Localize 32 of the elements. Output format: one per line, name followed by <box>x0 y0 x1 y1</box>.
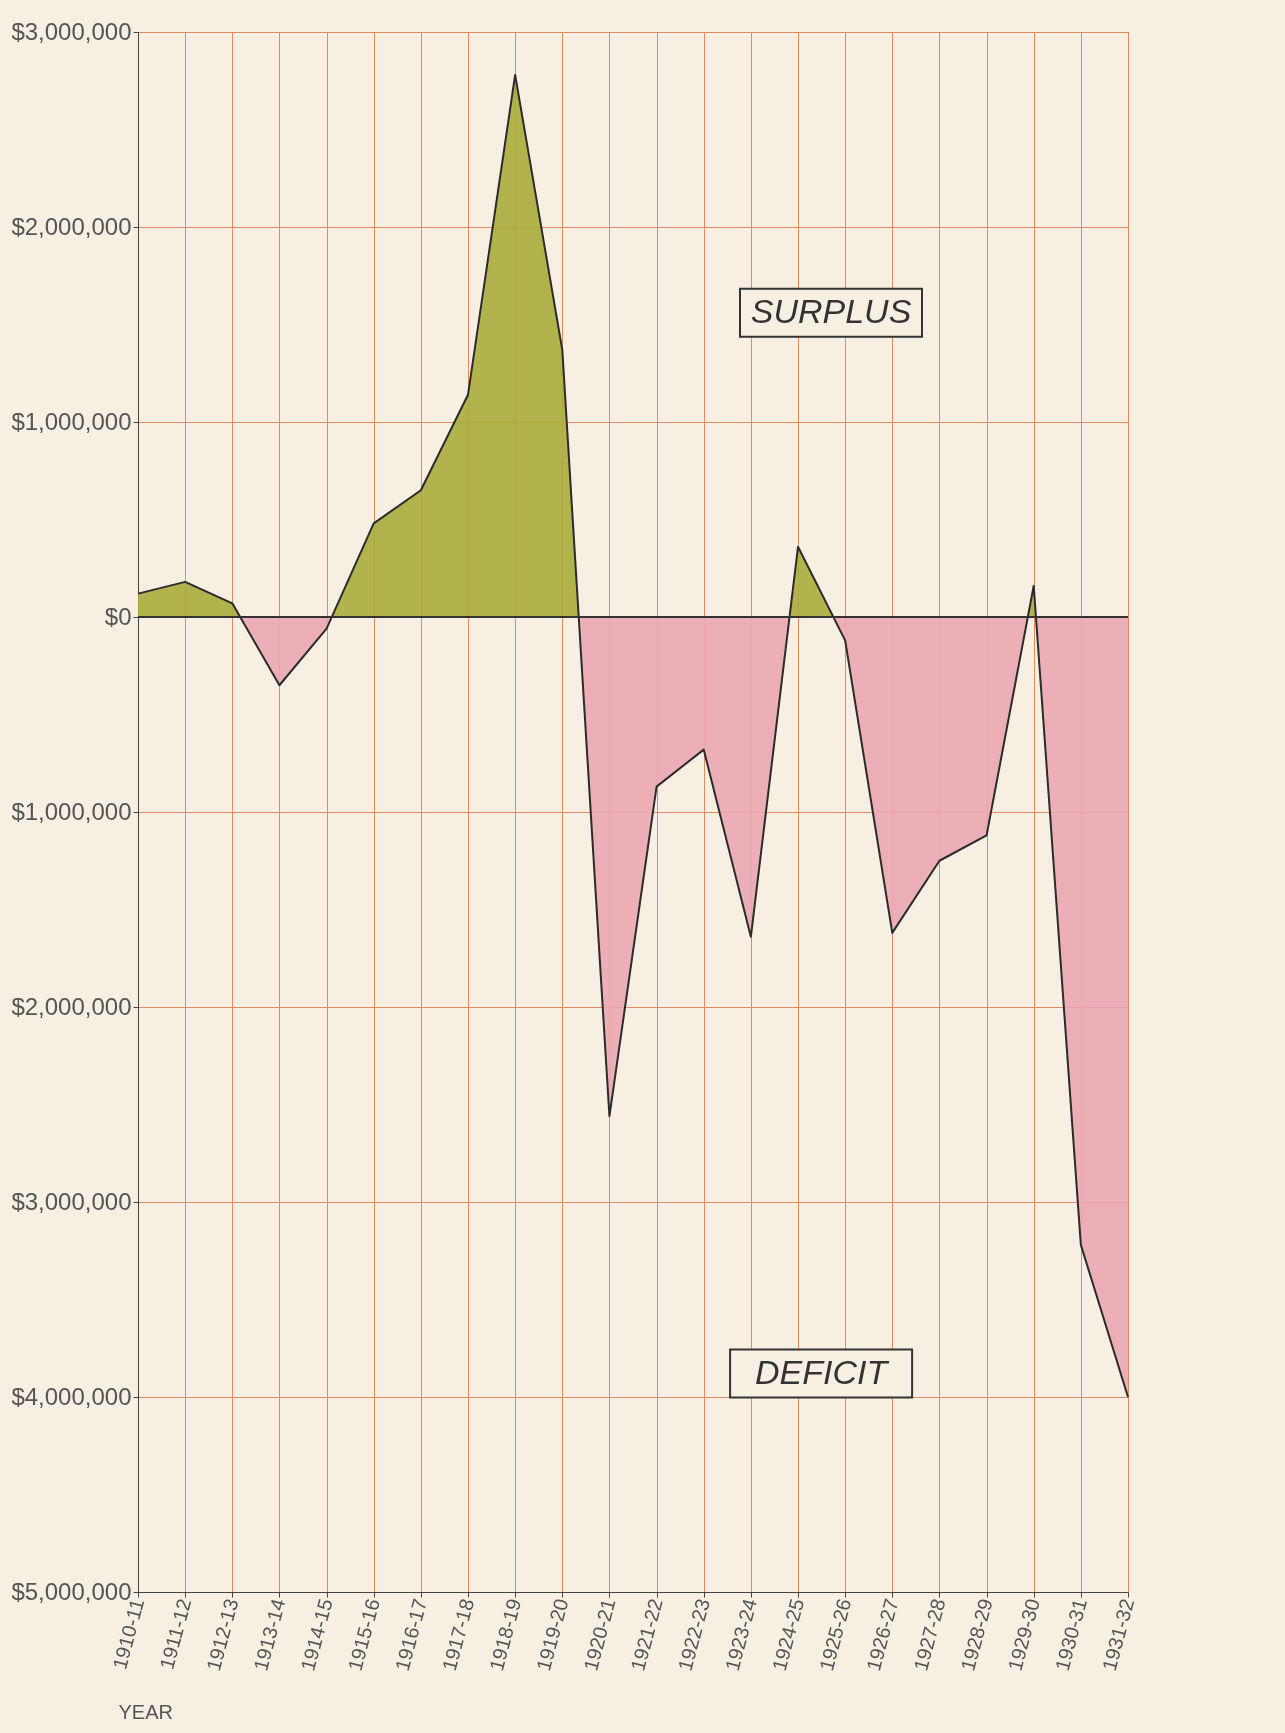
y-tick-label: $0 <box>104 602 132 630</box>
x-tick-label: 1923-24 <box>720 1596 762 1673</box>
x-tick-label: 1928-29 <box>956 1596 997 1673</box>
annotation: SURPLUS <box>750 291 912 330</box>
x-tick-label: 1931-32 <box>1097 1596 1139 1673</box>
y-tick-label: $4,000,000 <box>11 1382 132 1410</box>
y-tick-label: $3,000,000 <box>11 1187 132 1215</box>
x-tick-label: 1929-30 <box>1003 1596 1044 1673</box>
x-tick-label: 1916-17 <box>390 1596 432 1673</box>
x-tick-label: 1930-31 <box>1050 1596 1092 1673</box>
y-tick-label: $3,000,000 <box>11 17 132 45</box>
y-tick-label: $1,000,000 <box>11 797 132 825</box>
x-tick-label: 1911-12 <box>155 1596 196 1672</box>
x-axis-title: YEAR <box>118 1700 173 1723</box>
x-tick-label: 1921-22 <box>626 1596 667 1673</box>
annotation: DEFICIT <box>754 1352 890 1391</box>
x-tick-label: 1925-26 <box>815 1596 856 1673</box>
x-tick-label: 1924-25 <box>767 1596 809 1673</box>
x-tick-label: 1915-16 <box>343 1596 384 1673</box>
y-tick-label: $2,000,000 <box>11 992 132 1020</box>
x-tick-label: 1913-14 <box>249 1596 290 1673</box>
x-tick-label: 1919-20 <box>532 1596 573 1673</box>
x-tick-label: 1917-18 <box>437 1596 479 1673</box>
x-tick-label: 1912-13 <box>202 1596 243 1673</box>
x-tick-label: 1927-28 <box>909 1596 950 1673</box>
x-tick-label: 1922-23 <box>673 1596 714 1673</box>
x-tick-label: 1914-15 <box>296 1596 337 1673</box>
y-tick-label: $1,000,000 <box>11 407 132 435</box>
y-tick-label: $2,000,000 <box>11 212 132 240</box>
x-tick-label: 1918-19 <box>485 1596 526 1673</box>
x-tick-label: 1926-27 <box>862 1596 903 1673</box>
x-tick-label: 1920-21 <box>579 1596 620 1673</box>
